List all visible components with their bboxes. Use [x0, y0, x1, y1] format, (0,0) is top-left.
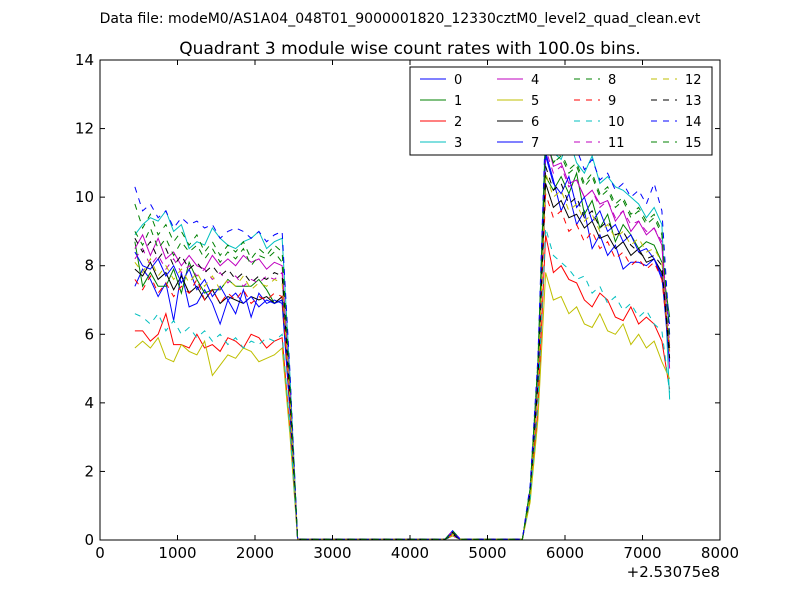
series-line-13	[134, 166, 671, 540]
series-line-5	[134, 272, 671, 540]
suptitle: Data file: modeM0/AS1A04_048T01_90000018…	[100, 11, 701, 27]
x-tick-label: 5000	[468, 544, 506, 562]
legend-label-14: 14	[685, 115, 702, 130]
legend-label-4: 4	[531, 73, 539, 88]
legend-box	[409, 66, 713, 156]
x-tick-label: 6000	[546, 544, 584, 562]
x-tick-label: 0	[95, 544, 105, 562]
plot-lines	[134, 121, 671, 540]
legend-label-1: 1	[454, 94, 462, 109]
legend-label-3: 3	[454, 136, 462, 151]
series-line-12	[134, 172, 671, 540]
series-line-4	[134, 135, 671, 540]
series-line-1	[134, 171, 671, 540]
y-tick-label: 0	[84, 531, 94, 549]
x-offset-label: +2.53075e8	[627, 563, 720, 581]
legend-label-13: 13	[685, 94, 702, 109]
series-line-11	[134, 148, 671, 540]
legend-label-12: 12	[685, 73, 702, 88]
y-tick-label: 8	[84, 257, 94, 275]
legend-label-9: 9	[608, 94, 616, 109]
legend-label-5: 5	[531, 94, 539, 109]
legend-label-2: 2	[454, 115, 462, 130]
y-tick-label: 10	[75, 188, 94, 206]
x-tick-label: 7000	[623, 544, 661, 562]
series-line-0	[134, 152, 671, 540]
x-tick-label: 3000	[313, 544, 351, 562]
x-tick-label: 8000	[701, 544, 739, 562]
y-tick-label: 2	[84, 462, 94, 480]
legend-label-0: 0	[454, 73, 462, 88]
series-line-3	[134, 125, 671, 540]
y-tick-label: 6	[84, 325, 94, 343]
y-tick-label: 14	[75, 51, 94, 69]
legend-label-7: 7	[531, 136, 539, 151]
series-line-2	[134, 234, 671, 540]
legend-label-6: 6	[531, 115, 539, 130]
series-line-10	[134, 227, 671, 540]
legend-label-11: 11	[608, 136, 625, 151]
axes: 0 1000 2000 3000 4000 5000 6000 7000 80000246810…	[75, 51, 739, 562]
series-line-14	[134, 121, 671, 540]
legend-label-10: 10	[608, 115, 625, 130]
x-tick-label: 2000	[236, 544, 274, 562]
chart-title: Quadrant 3 module wise count rates with …	[179, 39, 640, 59]
y-tick-label: 4	[84, 394, 94, 412]
y-tick-label: 12	[75, 120, 94, 138]
legend-label-8: 8	[608, 73, 616, 88]
x-tick-label: 1000	[158, 544, 196, 562]
series-line-15	[134, 138, 671, 540]
x-tick-label: 4000	[391, 544, 429, 562]
legend-label-15: 15	[685, 136, 702, 151]
